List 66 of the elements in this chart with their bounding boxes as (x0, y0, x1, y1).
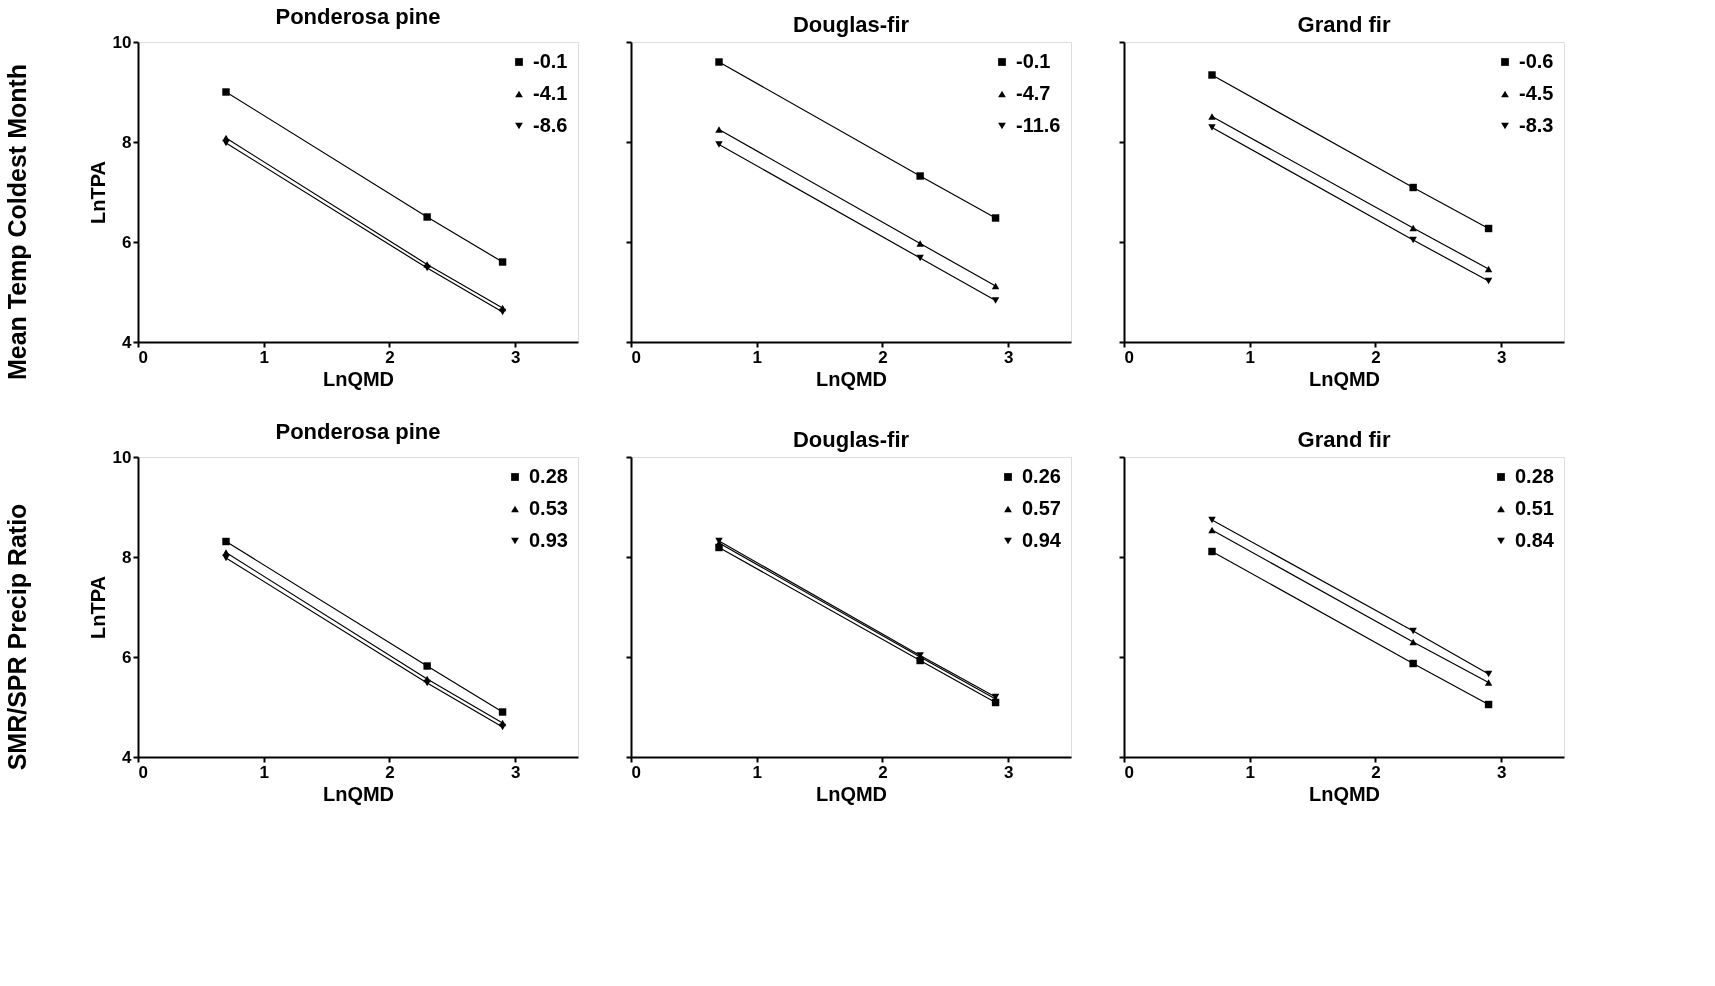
legend-label: 0.26 (1022, 465, 1061, 487)
legend-label: 0.53 (529, 497, 568, 519)
x-tick-label: 3 (1003, 762, 1014, 782)
chart-title: Douglas-fir (792, 12, 910, 37)
y-tick-label: 6 (122, 232, 132, 252)
y-tick-label: 10 (112, 32, 132, 52)
y-axis-title: LnTPA (86, 576, 109, 639)
legend-label: -4.5 (1519, 82, 1554, 104)
x-tick-label: 2 (385, 762, 395, 782)
legend-label: -11.6 (1016, 114, 1061, 136)
y-axis-title: LnTPA (86, 161, 109, 224)
x-tick-label: 3 (1496, 347, 1507, 367)
x-tick-label: 0 (1124, 347, 1134, 367)
legend-label: 0.84 (1515, 529, 1555, 551)
x-axis-title: LnQMD (815, 782, 888, 805)
y-tick-label: 8 (122, 132, 132, 152)
x-tick-label: 3 (510, 347, 521, 367)
x-tick-label: 1 (752, 762, 762, 782)
chart-title: Grand fir (1297, 427, 1391, 452)
text: Mean Temp Coldest Month (3, 63, 31, 381)
x-tick-label: 1 (1245, 347, 1255, 367)
legend-label: 0.28 (529, 465, 568, 487)
x-tick-label: 3 (1003, 347, 1014, 367)
x-axis-title: LnQMD (815, 367, 888, 390)
chart-title: Ponderosa pine (275, 4, 441, 29)
legend-label: 0.94 (1022, 529, 1062, 551)
x-tick-label: 0 (631, 762, 641, 782)
x-tick-label: 1 (1245, 762, 1255, 782)
legend-label: -8.3 (1519, 114, 1554, 136)
chart-title: Grand fir (1297, 12, 1391, 37)
legend-label: 0.28 (1515, 465, 1554, 487)
x-tick-label: 2 (385, 347, 395, 367)
x-tick-label: 0 (631, 347, 641, 367)
y-tick-label: 4 (122, 747, 133, 767)
text: SMR/SPR Precip Ratio (3, 503, 31, 771)
y-tick-label: 10 (112, 447, 132, 467)
x-tick-label: 1 (259, 347, 269, 367)
x-axis-title: LnQMD (1308, 782, 1381, 805)
x-tick-label: 1 (259, 762, 269, 782)
x-tick-label: 2 (1371, 347, 1381, 367)
legend-label: 0.93 (529, 529, 568, 551)
legend-label: 0.51 (1515, 497, 1554, 519)
x-tick-label: 0 (138, 762, 148, 782)
legend-label: -0.6 (1519, 50, 1554, 72)
y-tick-label: 8 (122, 547, 132, 567)
legend-label: -0.1 (533, 50, 568, 72)
legend-label: -4.7 (1016, 82, 1051, 104)
x-tick-label: 0 (1124, 762, 1134, 782)
x-tick-label: 3 (510, 762, 521, 782)
legend-label: -0.1 (1016, 50, 1051, 72)
x-axis-title: LnQMD (322, 367, 395, 390)
y-tick-label: 6 (122, 647, 132, 667)
chart-title: Ponderosa pine (275, 419, 441, 444)
x-tick-label: 2 (878, 347, 888, 367)
x-tick-label: 1 (752, 347, 762, 367)
chart-title: Douglas-fir (792, 427, 910, 452)
y-tick-label: 4 (122, 332, 133, 352)
x-axis-title: LnQMD (322, 782, 395, 805)
x-tick-label: 0 (138, 347, 148, 367)
x-axis-title: LnQMD (1308, 367, 1381, 390)
x-tick-label: 3 (1496, 762, 1507, 782)
x-tick-label: 2 (878, 762, 888, 782)
legend-label: 0.57 (1022, 497, 1061, 519)
x-tick-label: 2 (1371, 762, 1381, 782)
legend-label: -8.6 (533, 114, 568, 136)
legend-label: -4.1 (533, 82, 568, 104)
